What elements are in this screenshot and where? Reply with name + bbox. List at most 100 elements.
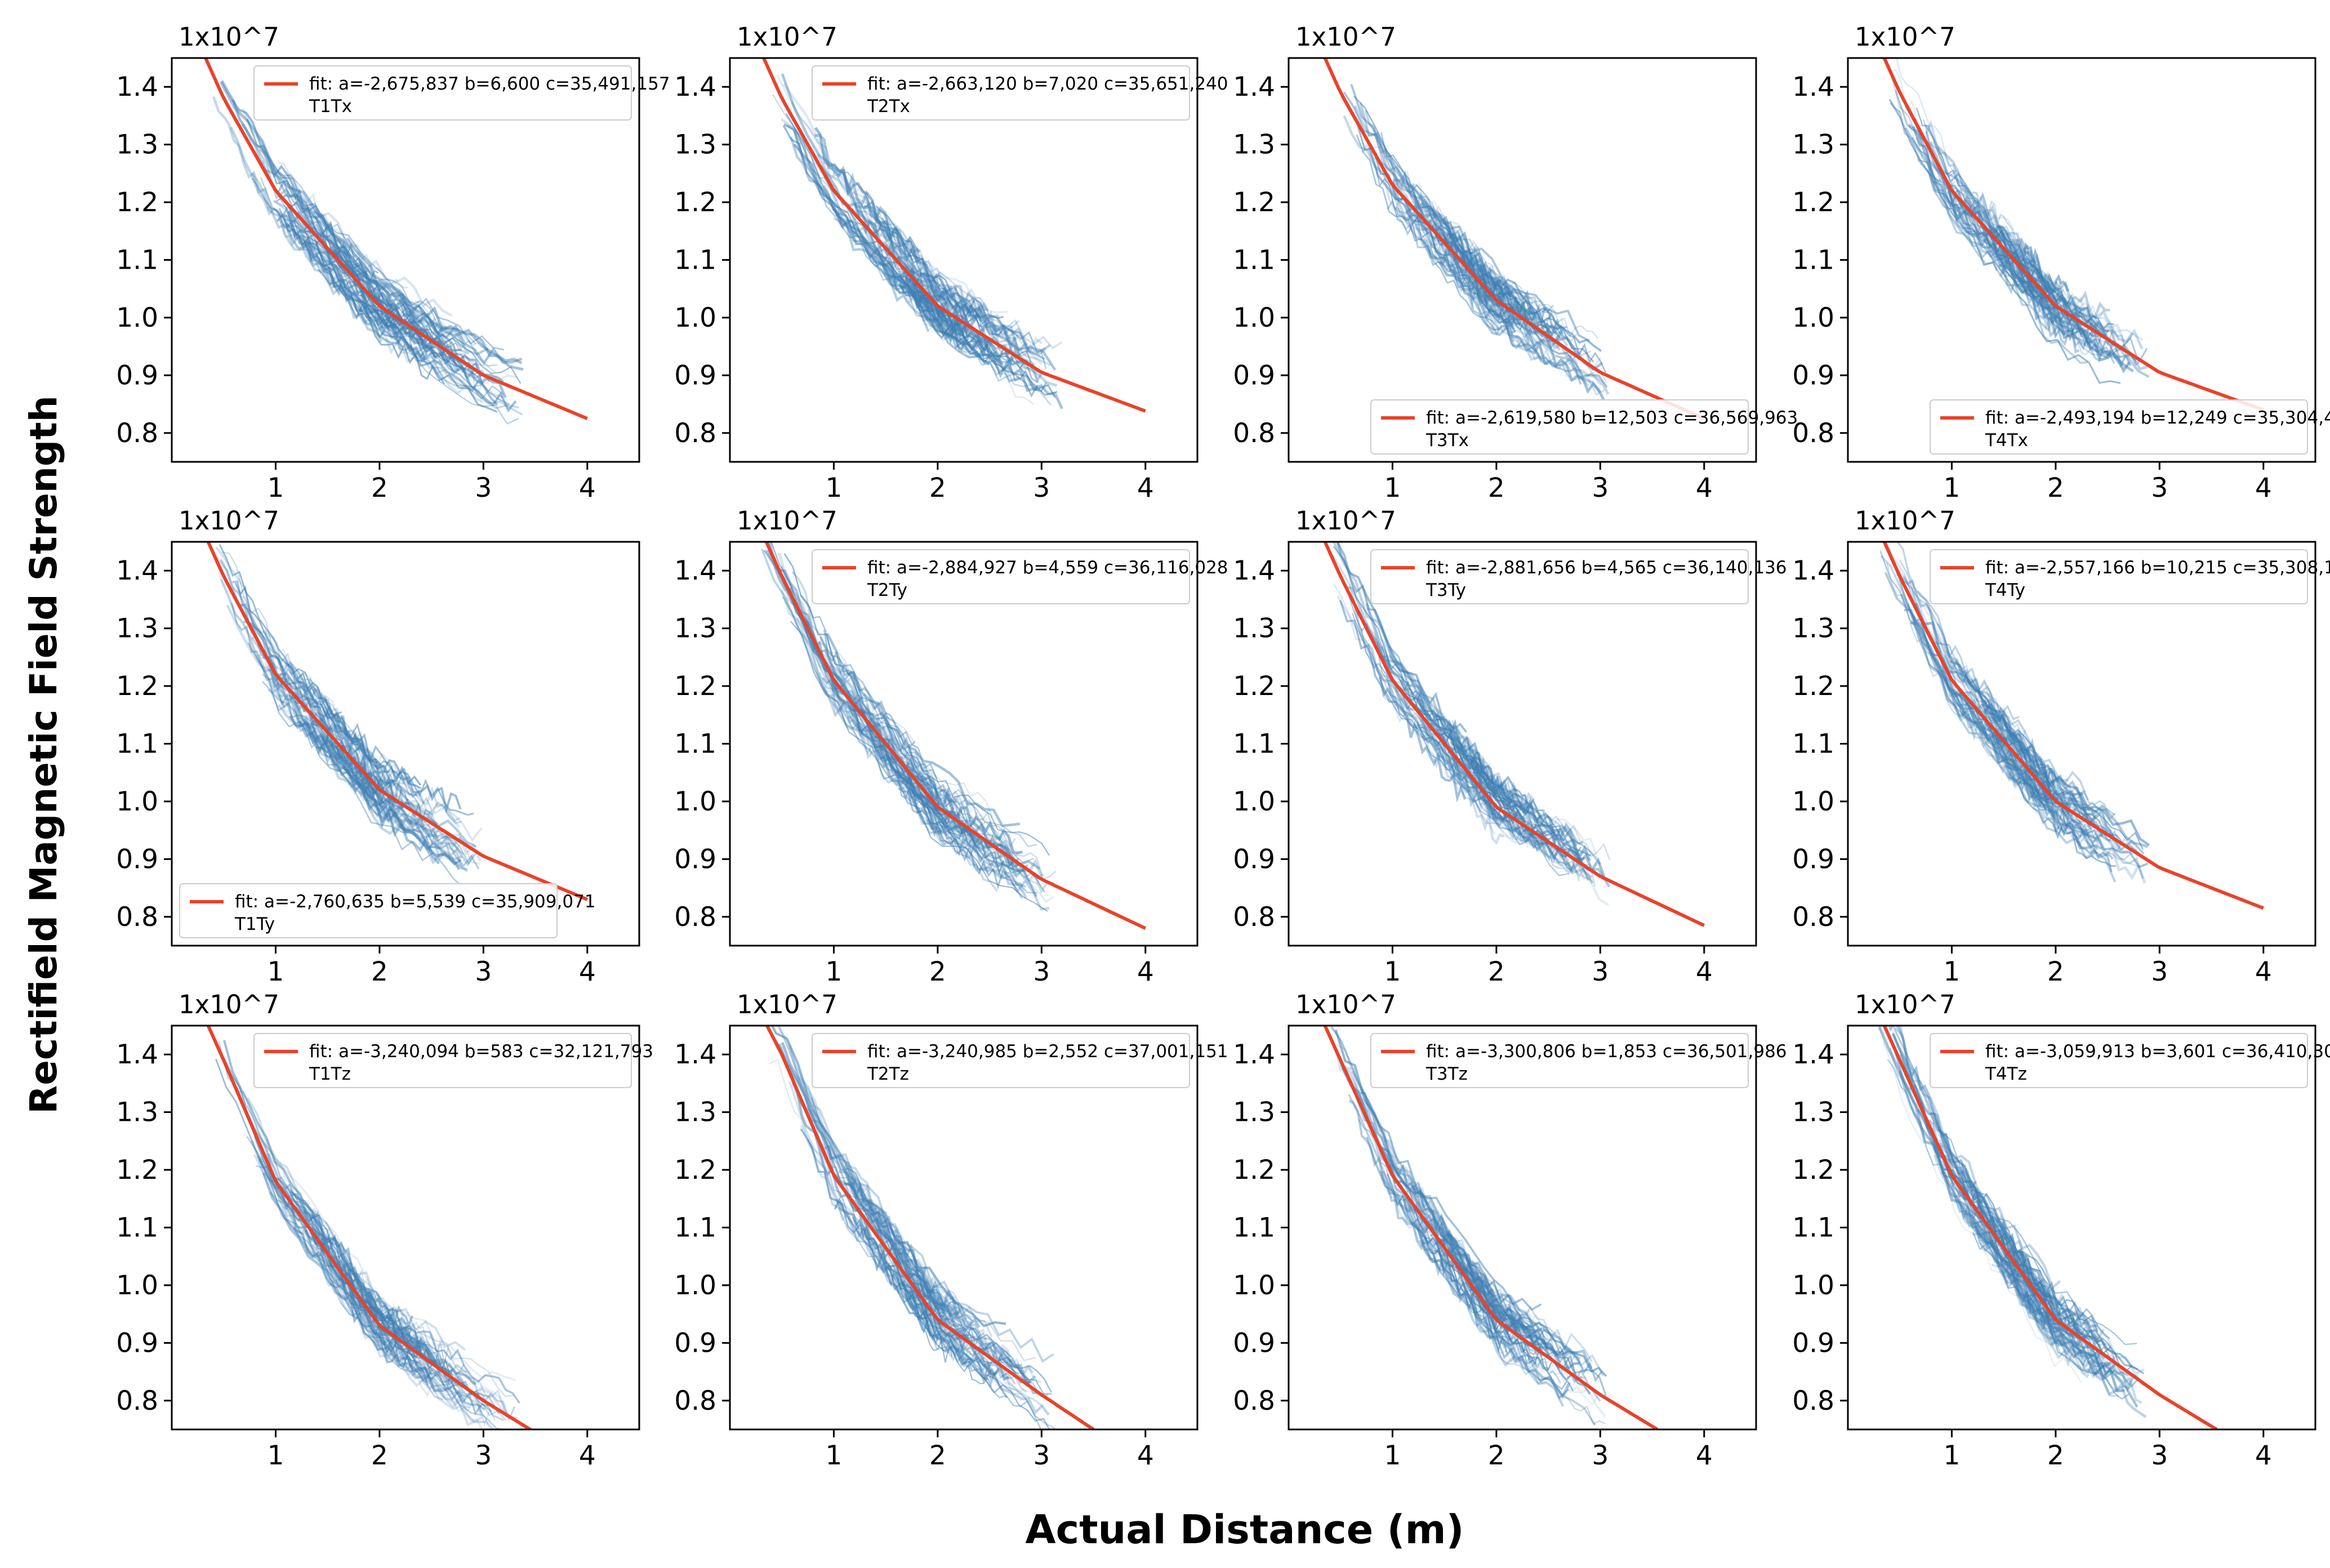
- x-tick-label: 1: [825, 473, 842, 504]
- y-tick-label: 1.4: [1792, 72, 1834, 103]
- y-tick-label: 0.8: [674, 418, 716, 449]
- data-trace: [1999, 263, 2080, 354]
- data-trace: [1999, 1269, 2066, 1348]
- data-trace: [222, 1040, 411, 1330]
- data-trace: [268, 658, 366, 773]
- data-trace: [1470, 1301, 1606, 1425]
- data-trace: [1955, 1198, 2097, 1375]
- data-trace: [305, 202, 424, 319]
- data-trace: [2009, 275, 2094, 356]
- data-trace: [881, 261, 960, 350]
- data-trace: [277, 694, 357, 795]
- data-trace: [782, 83, 1043, 366]
- data-trace: [260, 177, 519, 425]
- data-trace: [912, 755, 1016, 848]
- data-trace: [1404, 1200, 1495, 1341]
- data-trace: [1469, 1291, 1526, 1355]
- data-trace: [1352, 613, 1569, 876]
- panel-T3Ty: 1 2 3 4 0.8 0.9 1.0 1.1 1.2 1.3 1.4 1x10^7 fit: a=-2…: [1233, 506, 1787, 987]
- data-trace: [1348, 1094, 1596, 1426]
- y-tick-label: 1.0: [116, 786, 158, 817]
- y-tick-label: 0.8: [116, 902, 158, 933]
- data-trace: [855, 193, 1063, 350]
- x-tick-label: 1: [1943, 956, 1960, 987]
- legend-series-label: T3Ty: [1425, 580, 1466, 600]
- data-trace: [320, 1267, 484, 1427]
- data-trace: [337, 1254, 418, 1346]
- data-trace: [220, 559, 344, 733]
- data-trace: [251, 1140, 495, 1429]
- data-trace: [1915, 137, 2057, 323]
- panel-T2Ty: 1 2 3 4 0.8 0.9 1.0 1.1 1.2 1.3 1.4 1x10^7 fit: a=-2…: [674, 506, 1228, 987]
- data-trace: [221, 551, 384, 774]
- data-trace: [921, 290, 1018, 371]
- panel-T2Tz: 1 2 3 4 0.8 0.9 1.0 1.1 1.2 1.3 1.4 1x10^7 fit: a=-3…: [674, 990, 1228, 1471]
- data-trace: [322, 703, 396, 779]
- data-trace: [1482, 795, 1596, 887]
- data-trace: [1485, 308, 1606, 402]
- legend-box: [1370, 1033, 1749, 1088]
- x-tick-label: 2: [1488, 473, 1505, 504]
- data-trace: [337, 1241, 413, 1328]
- data-trace: [1366, 1137, 1570, 1400]
- data-trace: [1902, 576, 2003, 724]
- data-trace: [1333, 583, 1496, 835]
- data-trace: [212, 96, 326, 274]
- data-trace: [284, 662, 422, 786]
- data-trace: [299, 720, 440, 865]
- data-trace: [838, 1170, 998, 1349]
- data-trace: [1884, 572, 2145, 855]
- data-trace: [791, 1082, 890, 1260]
- y-tick-label: 1.2: [1792, 671, 1834, 702]
- data-trace: [313, 723, 480, 870]
- data-trace: [1944, 654, 2055, 786]
- data-trace: [1462, 1267, 1549, 1359]
- data-trace: [1471, 749, 1534, 810]
- data-trace: [825, 159, 946, 314]
- y-tick-label: 0.8: [1792, 1386, 1834, 1416]
- data-trace: [929, 283, 1047, 369]
- data-trace: [1481, 261, 1560, 331]
- x-tick-label: 4: [1137, 1440, 1154, 1471]
- data-trace: [1411, 215, 1487, 306]
- y-tick-label: 1.0: [674, 1270, 716, 1301]
- data-trace: [1986, 1226, 2101, 1378]
- legend-series-label: T4Tx: [1985, 430, 2028, 451]
- legend-box: [812, 549, 1190, 604]
- data-trace: [846, 1161, 960, 1312]
- data-trace: [826, 632, 1021, 827]
- data-trace: [315, 746, 462, 866]
- data-trace: [2007, 1250, 2139, 1371]
- data-trace: [1367, 629, 1594, 884]
- data-trace: [1999, 264, 2131, 373]
- data-trace: [1477, 1286, 1539, 1350]
- data-trace: [284, 1183, 373, 1306]
- data-trace: [1894, 1027, 2051, 1290]
- data-trace: [324, 1220, 514, 1397]
- data-trace: [906, 1297, 992, 1387]
- data-trace: [268, 1153, 444, 1365]
- x-tick-label: 3: [2151, 473, 2168, 504]
- data-trace: [1413, 205, 1569, 347]
- data-trace: [1418, 1240, 1571, 1400]
- data-trace: [1982, 1205, 2110, 1339]
- data-trace: [1957, 1171, 2043, 1300]
- data-trace: [247, 1097, 466, 1351]
- panel-T1Tx: 1 2 3 4 0.8 0.9 1.0 1.1 1.2 1.3 1.4 1x10^7 fit: a=-2…: [116, 22, 670, 504]
- data-trace: [770, 1026, 1006, 1328]
- data-trace: [1994, 710, 2086, 796]
- data-trace: [898, 787, 1004, 890]
- panel-T2Tx: 1 2 3 4 0.8 0.9 1.0 1.1 1.2 1.3 1.4 1x10^7 fit: a=-2…: [674, 22, 1228, 504]
- y-axis-label: Rectifield Magnetic Field Strength: [22, 395, 65, 1113]
- data-trace: [230, 603, 344, 763]
- data-trace: [1896, 104, 1997, 258]
- data-trace: [1413, 198, 1547, 317]
- y-tick-label: 1.2: [674, 187, 716, 218]
- x-tick-label: 3: [475, 1440, 492, 1471]
- data-trace: [1451, 734, 1586, 855]
- y-tick-label: 0.9: [1233, 360, 1275, 391]
- y-tick-label: 1.4: [116, 555, 158, 586]
- data-trace: [1361, 1101, 1542, 1330]
- legend-fit-label: fit: a=-3,059,913 b=3,601 c=36,410,303: [1985, 1041, 2330, 1062]
- panel-T1Ty: 1 2 3 4 0.8 0.9 1.0 1.1 1.2 1.3 1.4 1x10^7 fit: a=-2…: [116, 506, 640, 987]
